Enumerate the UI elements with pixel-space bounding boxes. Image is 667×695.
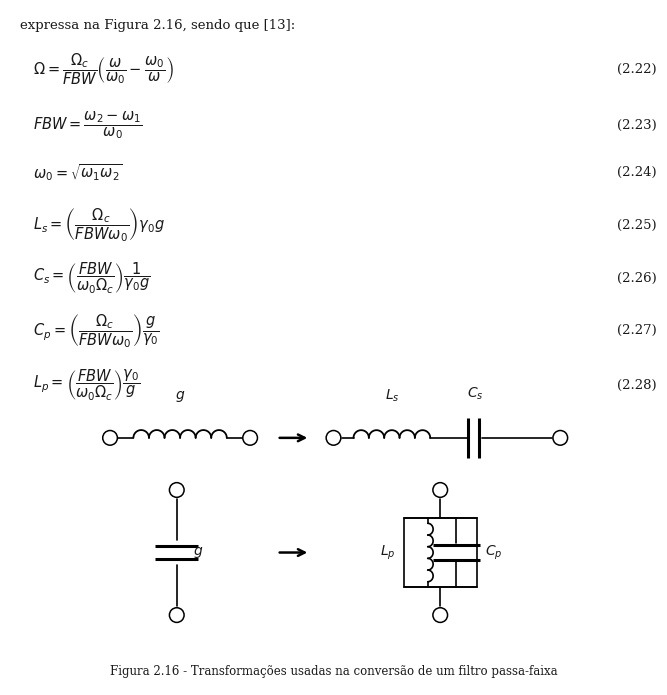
Text: (2.26): (2.26) bbox=[617, 272, 657, 284]
Text: Figura 2.16 - Transformações usadas na conversão de um filtro passa-faixa: Figura 2.16 - Transformações usadas na c… bbox=[109, 664, 558, 678]
Text: (2.23): (2.23) bbox=[617, 119, 657, 131]
Text: $\omega_0 = \sqrt{\omega_1 \omega_2}$: $\omega_0 = \sqrt{\omega_1 \omega_2}$ bbox=[33, 162, 123, 183]
Text: expressa na Figura 2.16, sendo que [13]:: expressa na Figura 2.16, sendo que [13]: bbox=[20, 19, 295, 33]
Text: $L_p = \left(\dfrac{FBW}{\omega_0\Omega_c}\right)\dfrac{\gamma_0}{g}$: $L_p = \left(\dfrac{FBW}{\omega_0\Omega_… bbox=[33, 368, 141, 402]
Text: $C_p = \left(\dfrac{\Omega_c}{FBW\omega_0}\right)\dfrac{g}{\gamma_0}$: $C_p = \left(\dfrac{\Omega_c}{FBW\omega_… bbox=[33, 312, 160, 350]
Text: $\Omega = \dfrac{\Omega_c}{FBW}\left(\dfrac{\omega}{\omega_0} - \dfrac{\omega_0}: $\Omega = \dfrac{\Omega_c}{FBW}\left(\df… bbox=[33, 52, 174, 87]
Text: (2.24): (2.24) bbox=[618, 166, 657, 179]
Text: $L_s$: $L_s$ bbox=[385, 388, 399, 404]
Text: $L_s = \left(\dfrac{\Omega_c}{FBW\omega_0}\right)\gamma_0 g$: $L_s = \left(\dfrac{\Omega_c}{FBW\omega_… bbox=[33, 206, 165, 244]
Text: $g$: $g$ bbox=[193, 545, 203, 560]
Text: $C_p$: $C_p$ bbox=[485, 543, 502, 562]
Text: (2.27): (2.27) bbox=[617, 325, 657, 337]
Text: (2.28): (2.28) bbox=[618, 379, 657, 391]
Text: $C_s$: $C_s$ bbox=[467, 385, 483, 402]
Text: $C_s = \left(\dfrac{FBW}{\omega_0\Omega_c}\right)\dfrac{1}{\gamma_0 g}$: $C_s = \left(\dfrac{FBW}{\omega_0\Omega_… bbox=[33, 261, 151, 295]
Text: $L_p$: $L_p$ bbox=[380, 543, 396, 562]
Text: $FBW = \dfrac{\omega_2 - \omega_1}{\omega_0}$: $FBW = \dfrac{\omega_2 - \omega_1}{\omeg… bbox=[33, 109, 143, 141]
Text: $g$: $g$ bbox=[175, 389, 185, 404]
Bar bbox=[404, 518, 477, 587]
Text: (2.22): (2.22) bbox=[618, 63, 657, 76]
Text: (2.25): (2.25) bbox=[618, 219, 657, 231]
